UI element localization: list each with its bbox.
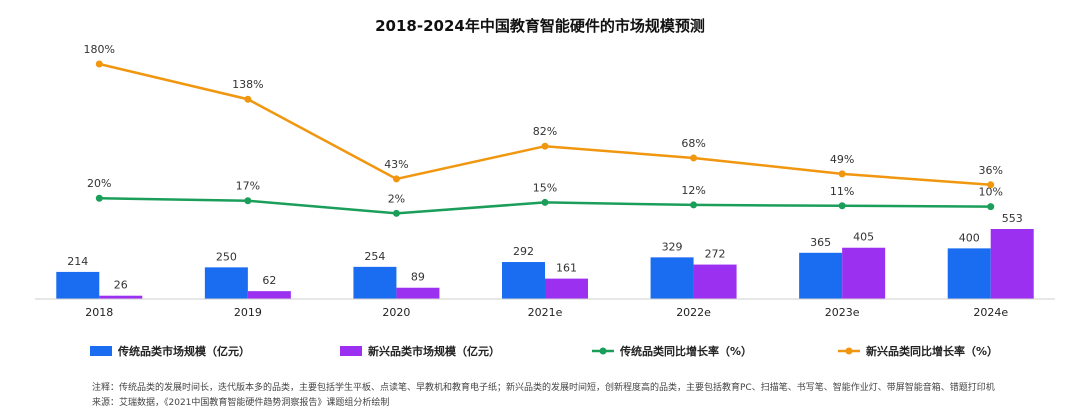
bar-data-label: 62 (262, 274, 276, 287)
footnote-note: 注释：传统品类的发展时间长，迭代版本多的品类，主要包括学生平板、点读笔、早教机和… (92, 383, 995, 393)
x-tick-label: 2021e (528, 306, 563, 319)
line-point (244, 95, 252, 103)
legend-swatch (340, 346, 362, 356)
line-point (541, 198, 549, 206)
bar-data-label: 250 (216, 250, 237, 263)
bar-data-label: 26 (114, 279, 128, 292)
footnote-source: 来源：艾瑞数据，《2021中国教育智能硬件趋势洞察报告》课题组分析绘制 (92, 398, 390, 408)
line-point (95, 60, 103, 68)
legend-label: 新兴品类同比增长率（%） (866, 344, 998, 358)
line-point (392, 175, 400, 183)
bar-emerging (990, 229, 1034, 299)
bar-emerging (545, 278, 588, 299)
line-point (838, 170, 846, 178)
x-tick-label: 2020 (382, 306, 410, 319)
bar-emerging (396, 287, 440, 299)
line-data-label: 11% (830, 185, 854, 198)
line-point (987, 181, 995, 189)
bar-data-label: 214 (67, 255, 88, 268)
line-point (541, 142, 549, 150)
legend-label: 传统品类市场规模（亿元） (117, 344, 250, 358)
bar-emerging (693, 264, 737, 299)
x-tick-label: 2018 (85, 306, 113, 319)
legend-marker (845, 347, 853, 355)
line-data-label: 68% (681, 137, 705, 150)
line-point (690, 154, 698, 162)
line-data-label: 17% (236, 180, 260, 193)
line-point (392, 209, 400, 217)
line-data-label: 82% (533, 125, 557, 138)
line-data-label: 180% (84, 43, 115, 56)
line-data-label: 20% (87, 177, 111, 190)
line-point (690, 201, 698, 209)
bar-traditional (947, 248, 991, 299)
bar-traditional (353, 266, 397, 299)
bar-emerging (99, 295, 143, 299)
bar-traditional (204, 267, 248, 299)
bar-data-label: 553 (1002, 212, 1023, 225)
legend-label: 传统品类同比增长率（%） (619, 344, 752, 358)
line-point (838, 202, 846, 210)
bar-data-label: 272 (705, 248, 726, 261)
line-data-label: 12% (681, 184, 705, 197)
bar-traditional (502, 262, 545, 299)
line-data-label: 36% (978, 164, 1002, 177)
bar-data-label: 161 (556, 262, 577, 275)
line-data-label: 49% (830, 153, 854, 166)
bar-data-label: 400 (959, 231, 980, 244)
line-point (95, 194, 103, 202)
legend-marker (599, 347, 607, 355)
x-tick-label: 2022e (676, 306, 711, 319)
x-tick-label: 2019 (234, 306, 262, 319)
bar-traditional (799, 252, 843, 299)
legend-label: 新兴品类市场规模（亿元） (368, 344, 500, 358)
line-data-label: 2% (388, 192, 405, 205)
line-data-label: 138% (232, 78, 263, 91)
line-data-label: 43% (384, 158, 408, 171)
bar-emerging (247, 291, 291, 299)
bar-data-label: 365 (810, 236, 831, 249)
bar-data-label: 254 (364, 250, 385, 263)
line-data-label: 10% (978, 186, 1002, 199)
bar-data-label: 292 (513, 245, 534, 258)
line-data-label: 15% (533, 181, 557, 194)
bar-traditional (650, 257, 694, 299)
x-tick-label: 2024e (973, 306, 1008, 319)
line-point (987, 203, 995, 211)
chart-title: 2018-2024年中国教育智能硬件的市场规模预测 (375, 17, 705, 35)
bar-data-label: 329 (662, 240, 683, 253)
bar-emerging (842, 247, 886, 299)
x-tick-label: 2023e (825, 306, 860, 319)
bar-traditional (56, 271, 100, 299)
legend-swatch (90, 346, 112, 356)
line-point (244, 197, 252, 205)
bar-data-label: 89 (411, 271, 425, 284)
bar-data-label: 405 (853, 231, 874, 244)
